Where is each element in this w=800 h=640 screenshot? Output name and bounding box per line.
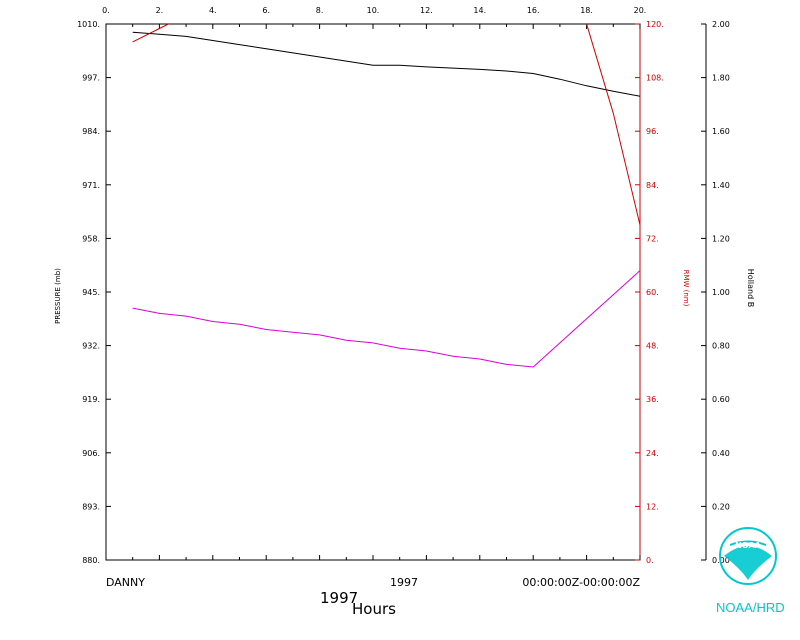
y-far-right-tick-label: 2.00 [712, 20, 730, 29]
y-right-tick-label: 12. [646, 502, 659, 511]
y-right-tick-label: 120. [646, 20, 664, 29]
y-far-right-tick-label: 1.40 [712, 181, 730, 190]
y-left-tick-label: 919. [82, 395, 100, 404]
time-range: 00:00:00Z-00:00:00Z [522, 576, 640, 589]
x-tick-label: 16. [527, 6, 540, 15]
series-lines [132, 24, 640, 368]
y-left-tick-label: 971. [82, 181, 100, 190]
plot-frame [105, 23, 641, 561]
y-right-tick-label: 60. [646, 288, 659, 297]
y-right-tick-label: 84. [646, 181, 659, 190]
y-left-tick-label: 958. [82, 234, 100, 243]
y-right-axis-title: RMW (nm) [682, 270, 690, 307]
x-tick-label: 14. [473, 6, 486, 15]
y-right-tick-label: 24. [646, 449, 659, 458]
tick-labels: 0. 2. 4. 6. 8. 10. 12. 14. 16. 18. 20. 880. 893. 906.… [77, 6, 730, 565]
y-far-right-tick-label: 1.60 [712, 127, 730, 136]
y-right-tick-label: 72. [646, 234, 659, 243]
pressure-line [132, 31, 640, 97]
x-tick-label: 20. [634, 6, 647, 15]
big-year: 1997 [320, 589, 358, 607]
x-tick-label: 2. [156, 6, 164, 15]
y-far-right-tick-label: 1.80 [712, 74, 730, 83]
x-tick-label: 0. [102, 6, 110, 15]
y-right-tick-label: 48. [646, 342, 659, 351]
x-tick-label: 10. [367, 6, 380, 15]
x-tick-label: 4. [209, 6, 217, 15]
y-far-right-tick-label: 0.40 [712, 449, 730, 458]
axis-ticks [105, 23, 706, 561]
y-left-tick-label: 932. [82, 342, 100, 351]
x-tick-label: 6. [262, 6, 270, 15]
y-far-right-tick-label: 1.20 [712, 234, 730, 243]
credit-label: NOAA/HRD [716, 600, 785, 615]
y-left-tick-label: 893. [82, 502, 100, 511]
y-left-tick-label: 1010. [77, 20, 100, 29]
holland-b-line [132, 270, 640, 368]
y-right-tick-label: 36. [646, 395, 659, 404]
noaa-logo-text: NOAA [735, 541, 761, 550]
y-left-tick-label: 906. [82, 449, 100, 458]
y-far-right-axis-title: Holland B [746, 269, 755, 307]
y-far-right-tick-label: 1.00 [712, 288, 730, 297]
y-left-tick-label: 984. [82, 127, 100, 136]
x-tick-label: 12. [420, 6, 433, 15]
y-right-tick-label: 96. [646, 127, 659, 136]
y-left-axis-title: PRESSURE (mb) [54, 268, 62, 324]
storm-name: DANNY [106, 576, 145, 589]
y-far-right-tick-label: 0.20 [712, 502, 730, 511]
y-left-tick-label: 997. [82, 74, 100, 83]
year-label: 1997 [390, 576, 418, 589]
x-tick-label: 8. [316, 6, 324, 15]
noaa-logo: NOAA [719, 527, 777, 585]
y-right-tick-label: 108. [646, 74, 664, 83]
y-right-tick-label: 0. [646, 556, 654, 565]
y-left-tick-label: 880. [82, 556, 100, 565]
y-far-right-tick-label: 0.60 [712, 395, 730, 404]
y-far-right-tick-label: 0.80 [712, 342, 730, 351]
x-tick-label: 18. [580, 6, 593, 15]
x-axis-title: Hours [352, 600, 396, 618]
rmw-line [132, 24, 640, 226]
y-left-tick-label: 945. [82, 288, 100, 297]
